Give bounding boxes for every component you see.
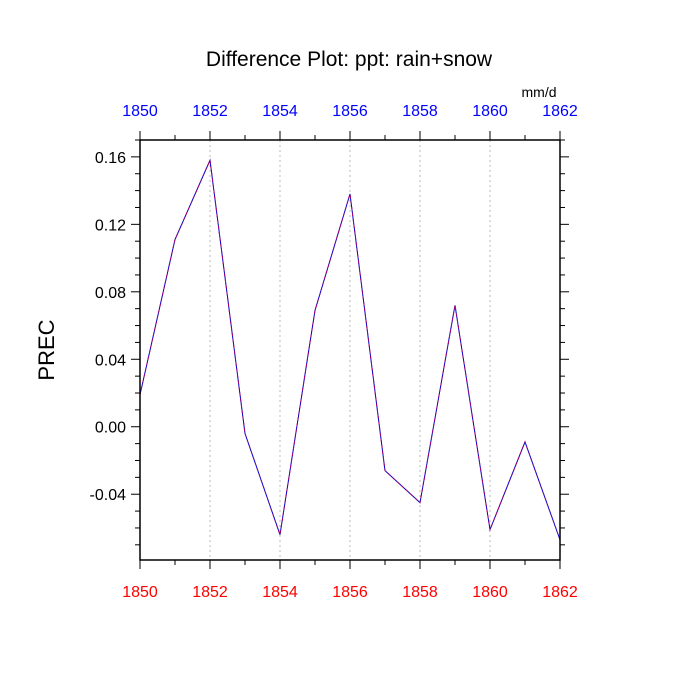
x-tick-label-bottom: 1856: [332, 584, 368, 601]
y-axis-label: PREC: [34, 319, 59, 380]
x-tick-label-top: 1862: [542, 103, 578, 120]
tick-labels: 1850 1850 1852 1852 1854 1854 1856 1856 1858 1858…: [90, 103, 578, 601]
x-tick-label-bottom: 1862: [542, 584, 578, 601]
x-tick-label-top: 1856: [332, 103, 368, 120]
units-label: mm/d: [522, 84, 557, 100]
x-tick-label-bottom: 1858: [402, 584, 438, 601]
y-tick-label: 0.12: [95, 217, 126, 234]
x-tick-label-top: 1858: [402, 103, 438, 120]
x-tick-label-bottom: 1860: [472, 584, 508, 601]
y-tick-label: 0.04: [95, 352, 126, 369]
x-tick-label-bottom: 1850: [122, 584, 158, 601]
y-tick-label: 0.16: [95, 150, 126, 167]
x-tick-label-bottom: 1852: [192, 584, 228, 601]
chart-title: Difference Plot: ppt: rain+snow: [206, 48, 493, 71]
y-tick-label: 0.00: [95, 420, 126, 437]
x-tick-label-top: 1852: [192, 103, 228, 120]
x-tick-label-top: 1850: [122, 103, 158, 120]
series-layer: [139, 158, 561, 540]
series-line-overlay: [139, 158, 561, 540]
y-tick-label: 0.08: [95, 285, 126, 302]
x-tick-label-top: 1854: [262, 103, 298, 120]
x-tick-label-bottom: 1854: [262, 584, 298, 601]
grid: [209, 140, 491, 560]
x-tick-label-top: 1860: [472, 103, 508, 120]
y-tick-label: -0.04: [90, 487, 127, 504]
axis-ticks: [131, 131, 569, 569]
